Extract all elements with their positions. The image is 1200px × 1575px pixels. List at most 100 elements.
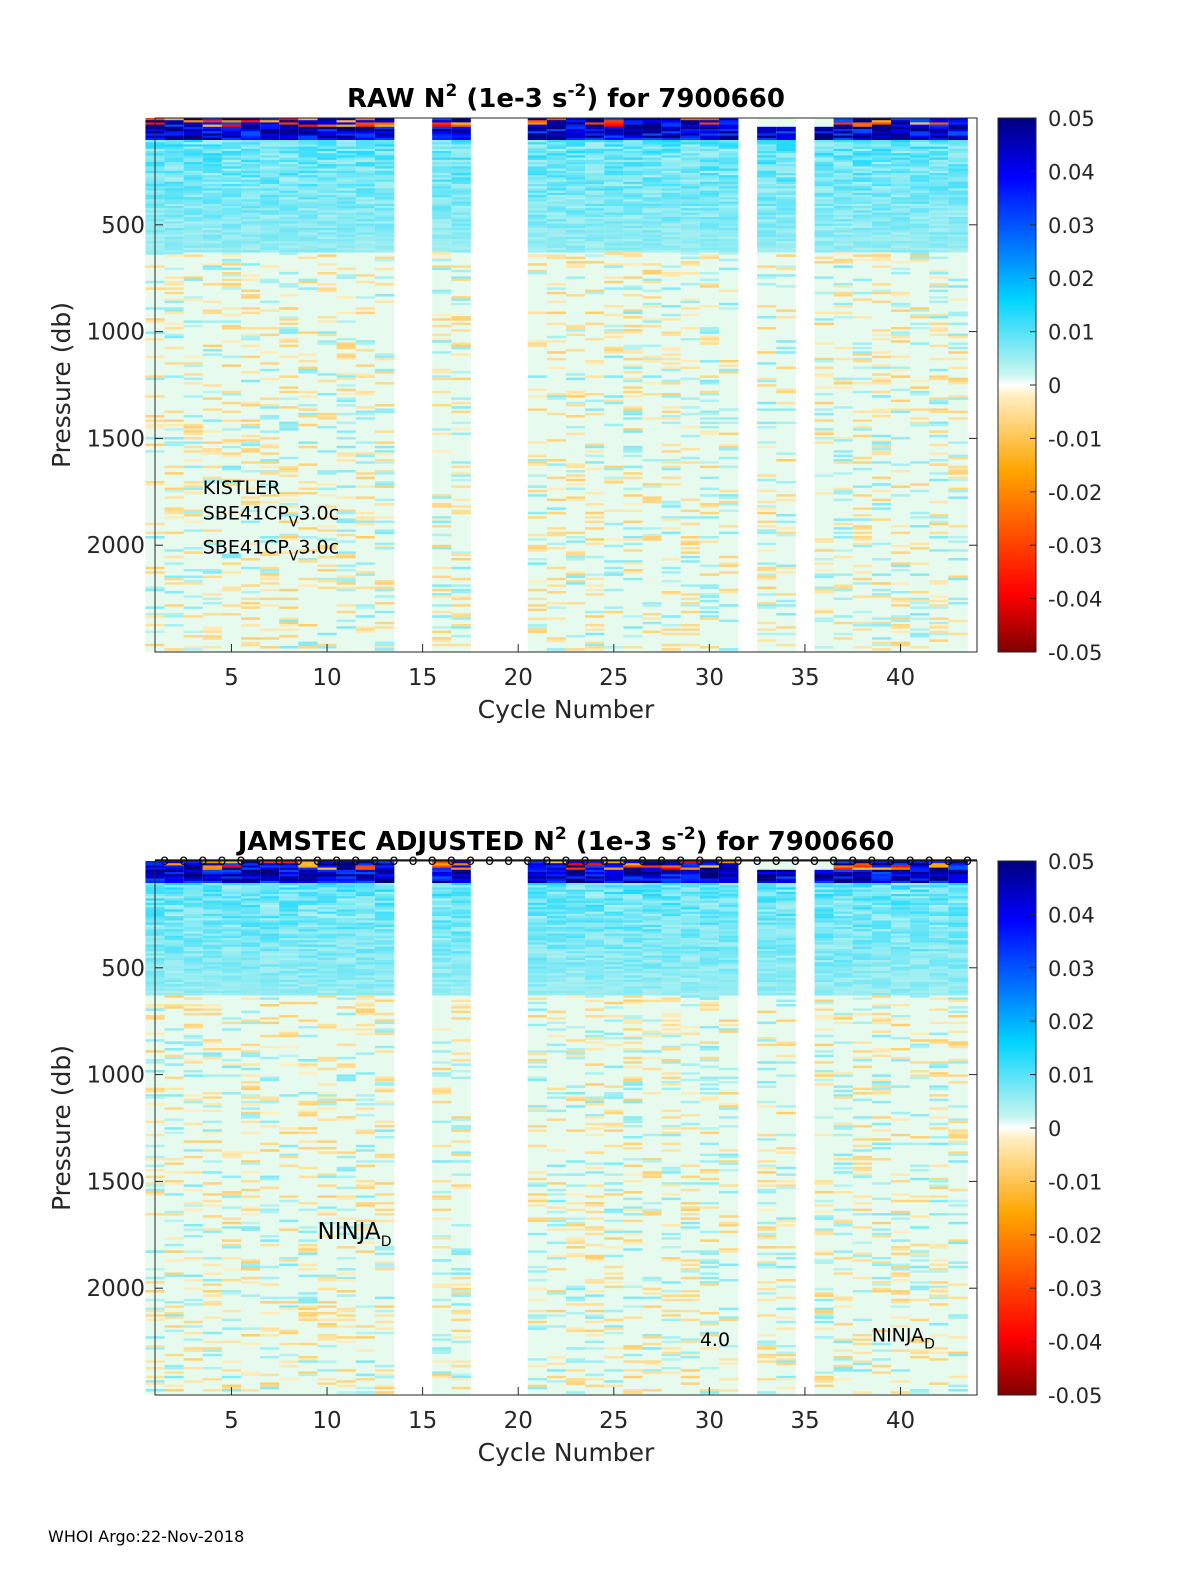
cell bbox=[221, 481, 242, 484]
cell bbox=[221, 1092, 242, 1095]
cell bbox=[241, 1114, 261, 1117]
cell bbox=[833, 527, 854, 530]
cell bbox=[948, 313, 968, 317]
cell bbox=[221, 929, 242, 932]
cell bbox=[623, 615, 643, 618]
cell bbox=[260, 997, 280, 1000]
cell bbox=[623, 210, 643, 213]
cell bbox=[852, 525, 873, 528]
cell bbox=[680, 195, 701, 198]
cell bbox=[814, 186, 835, 189]
cell bbox=[948, 155, 968, 158]
cell bbox=[164, 957, 185, 961]
cell bbox=[298, 933, 318, 937]
cell bbox=[317, 975, 338, 978]
cell bbox=[623, 311, 643, 315]
cell bbox=[852, 164, 873, 167]
cell bbox=[871, 448, 892, 451]
cell bbox=[546, 254, 567, 257]
cell bbox=[890, 388, 911, 392]
cell bbox=[317, 236, 338, 240]
cell bbox=[279, 406, 299, 409]
profile-column bbox=[699, 118, 720, 652]
cell bbox=[298, 1114, 318, 1117]
cell bbox=[661, 199, 682, 202]
cell bbox=[183, 377, 204, 381]
cell bbox=[164, 219, 185, 222]
cell bbox=[260, 1208, 280, 1212]
cell bbox=[202, 219, 223, 222]
cell bbox=[355, 518, 376, 521]
cell bbox=[202, 131, 223, 134]
cell bbox=[451, 613, 471, 616]
cell bbox=[699, 342, 720, 345]
cell bbox=[699, 278, 720, 282]
cell bbox=[852, 144, 873, 147]
cell bbox=[279, 212, 299, 216]
cell bbox=[298, 146, 318, 150]
cell bbox=[221, 880, 242, 884]
cell bbox=[298, 971, 318, 974]
cell bbox=[164, 151, 185, 154]
cell bbox=[814, 142, 835, 145]
cell bbox=[604, 151, 624, 154]
cell bbox=[336, 221, 357, 224]
cell bbox=[279, 646, 299, 649]
cell bbox=[852, 137, 873, 141]
cell bbox=[298, 203, 318, 207]
cell bbox=[833, 243, 854, 246]
cell bbox=[527, 228, 548, 231]
cell bbox=[890, 437, 911, 440]
cell bbox=[355, 126, 376, 130]
cell bbox=[202, 1367, 223, 1370]
cell bbox=[929, 500, 949, 504]
cell bbox=[183, 1026, 204, 1029]
cell bbox=[871, 142, 892, 145]
cell bbox=[566, 214, 586, 218]
cell bbox=[260, 214, 280, 218]
cell bbox=[948, 214, 968, 218]
cell bbox=[298, 1243, 318, 1247]
cell bbox=[680, 166, 701, 169]
cell bbox=[814, 201, 835, 205]
cell bbox=[202, 397, 223, 400]
cell bbox=[221, 219, 242, 222]
cell bbox=[680, 217, 701, 220]
cell bbox=[852, 250, 873, 253]
cell bbox=[336, 186, 357, 189]
cell bbox=[910, 511, 930, 515]
cell bbox=[661, 245, 682, 249]
cell bbox=[298, 177, 318, 180]
cell bbox=[871, 164, 892, 167]
cell bbox=[680, 247, 701, 251]
cell bbox=[527, 170, 548, 174]
cell bbox=[221, 164, 242, 167]
cell bbox=[680, 170, 701, 174]
cell bbox=[642, 159, 662, 163]
cell bbox=[814, 375, 835, 378]
cell bbox=[929, 256, 949, 260]
cell bbox=[890, 291, 911, 295]
cell bbox=[852, 542, 873, 546]
cell bbox=[680, 124, 701, 128]
cell bbox=[527, 626, 548, 629]
cell bbox=[566, 553, 586, 557]
cell bbox=[604, 522, 624, 526]
cell bbox=[317, 632, 338, 636]
cell bbox=[221, 874, 242, 877]
cell bbox=[546, 335, 567, 339]
cell bbox=[202, 239, 223, 242]
cell bbox=[451, 217, 471, 220]
cell bbox=[241, 1043, 261, 1047]
cell bbox=[546, 340, 567, 343]
cell bbox=[221, 162, 242, 165]
cell bbox=[833, 439, 854, 442]
cell bbox=[241, 221, 261, 224]
cell bbox=[164, 977, 185, 981]
cell bbox=[202, 982, 223, 985]
cell bbox=[279, 1353, 299, 1357]
cell bbox=[776, 520, 796, 524]
cell bbox=[279, 492, 299, 495]
cell bbox=[202, 1378, 223, 1381]
cell bbox=[929, 186, 949, 189]
